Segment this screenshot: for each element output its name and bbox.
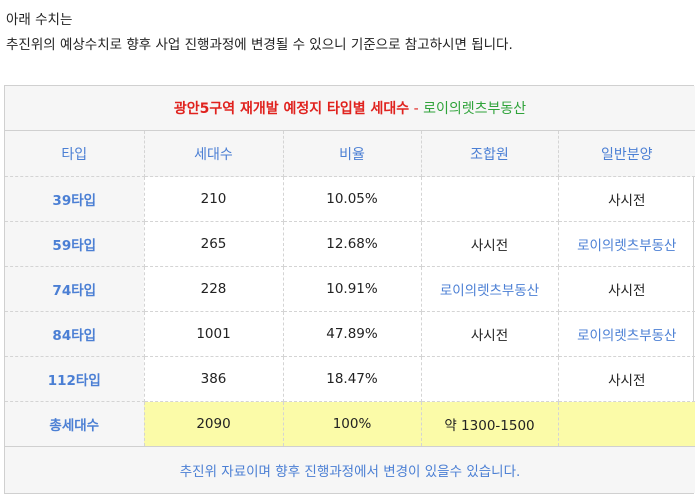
units-table-container: 광안5구역 재개발 예정지 타입별 세대수 - 로이의렛츠부동산 타입 세대수 … <box>4 85 696 494</box>
intro-line-2: 추진위의 예상수치로 향후 사업 진행과정에 변경될 수 있으니 기준으로 참고… <box>6 37 513 53</box>
table-row: 84타입 1001 47.89% 사시전 로이의렛츠부동산 <box>5 311 696 357</box>
total-general <box>557 401 696 447</box>
row-member: 사시전 <box>420 311 559 357</box>
row-ratio: 47.89% <box>282 311 422 357</box>
row-units: 228 <box>143 266 284 312</box>
row-member: 로이의렛츠부동산 <box>420 266 559 312</box>
table-header-row: 타입 세대수 비율 조합원 일반분양 <box>5 130 696 177</box>
table-note-row: 추진위 자료이며 향후 진행과정에서 변경이 있을수 있습니다. <box>5 446 696 493</box>
row-general: 사시전 <box>557 176 696 222</box>
total-label: 총세대수 <box>5 401 145 447</box>
table-title-source: 로이의렛츠부동산 <box>423 101 527 117</box>
header-units: 세대수 <box>143 130 284 177</box>
table-row: 39타입 210 10.05% 사시전 <box>5 176 696 222</box>
row-ratio: 10.05% <box>282 176 422 222</box>
header-member: 조합원 <box>420 130 559 177</box>
row-member: 사시전 <box>420 221 559 267</box>
row-general: 사시전 <box>557 356 696 402</box>
table-title: 광안5구역 재개발 예정지 타입별 세대수 - 로이의렛츠부동산 <box>5 86 696 131</box>
intro-text: 아래 수치는 추진위의 예상수치로 향후 사업 진행과정에 변경될 수 있으니 … <box>6 8 513 58</box>
row-units: 265 <box>143 221 284 267</box>
total-member: 약 1300-1500 <box>420 401 559 447</box>
row-general: 로이의렛츠부동산 <box>557 311 696 357</box>
row-general: 사시전 <box>557 266 696 312</box>
table-title-row: 광안5구역 재개발 예정지 타입별 세대수 - 로이의렛츠부동산 <box>5 86 696 131</box>
row-units: 1001 <box>143 311 284 357</box>
row-type: 112타입 <box>5 356 145 402</box>
row-member <box>420 176 559 222</box>
table-title-main: 광안5구역 재개발 예정지 타입별 세대수 <box>173 101 410 117</box>
total-units: 2090 <box>143 401 284 447</box>
row-units: 210 <box>143 176 284 222</box>
header-general: 일반분양 <box>557 130 696 177</box>
row-type: 39타입 <box>5 176 145 222</box>
table-row: 112타입 386 18.47% 사시전 <box>5 356 696 402</box>
units-table: 광안5구역 재개발 예정지 타입별 세대수 - 로이의렛츠부동산 타입 세대수 … <box>5 86 696 493</box>
row-general: 로이의렛츠부동산 <box>557 221 696 267</box>
table-total-row: 총세대수 2090 100% 약 1300-1500 <box>5 401 696 447</box>
intro-line-1: 아래 수치는 <box>6 12 73 28</box>
table-title-separator: - <box>409 101 424 117</box>
row-ratio: 12.68% <box>282 221 422 267</box>
row-member <box>420 356 559 402</box>
row-type: 84타입 <box>5 311 145 357</box>
row-type: 74타입 <box>5 266 145 312</box>
row-type: 59타입 <box>5 221 145 267</box>
table-row: 59타입 265 12.68% 사시전 로이의렛츠부동산 <box>5 221 696 267</box>
row-units: 386 <box>143 356 284 402</box>
table-row: 74타입 228 10.91% 로이의렛츠부동산 사시전 <box>5 266 696 312</box>
header-ratio: 비율 <box>282 130 422 177</box>
header-type: 타입 <box>5 130 145 177</box>
table-note: 추진위 자료이며 향후 진행과정에서 변경이 있을수 있습니다. <box>5 446 696 493</box>
row-ratio: 10.91% <box>282 266 422 312</box>
row-ratio: 18.47% <box>282 356 422 402</box>
total-ratio: 100% <box>282 401 422 447</box>
